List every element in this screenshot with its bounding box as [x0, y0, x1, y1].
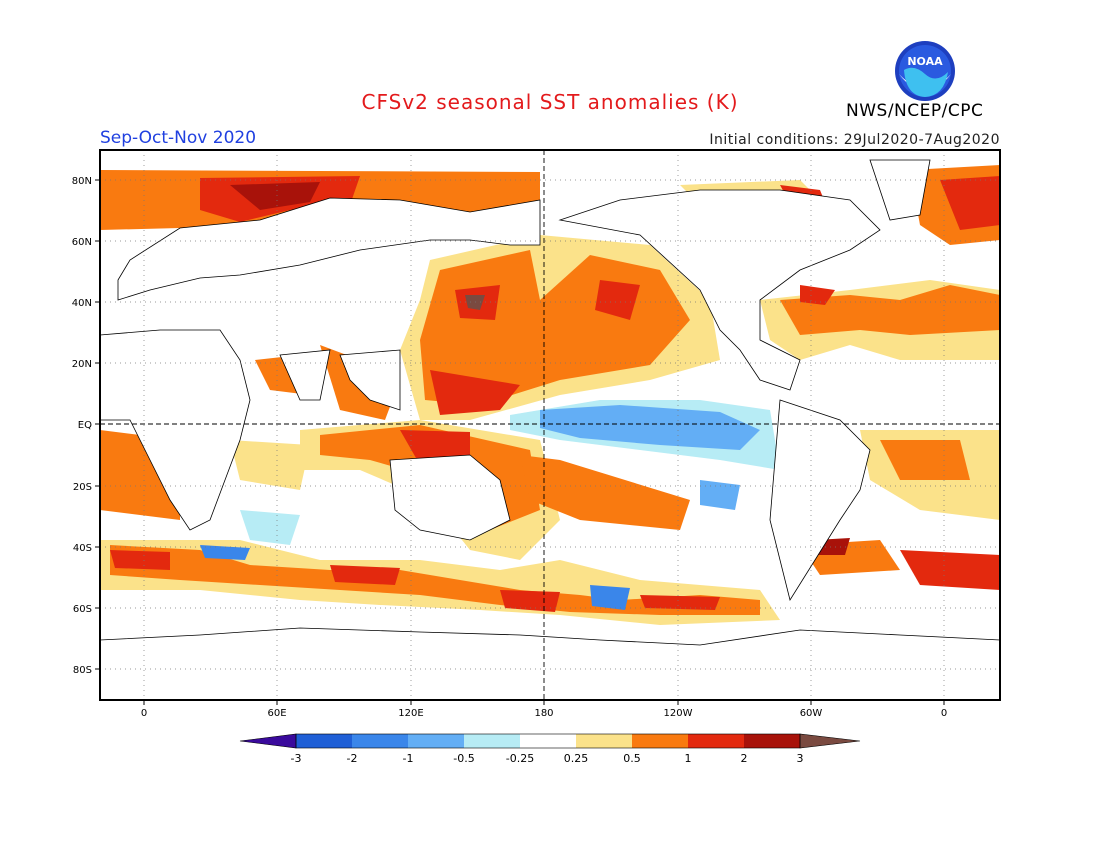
lon-label: 60W	[800, 708, 823, 719]
map-gridlines	[100, 150, 1000, 700]
colorbar	[239, 733, 861, 749]
colorbar-label: -3	[291, 752, 302, 765]
longitude-labels: 0 60E 120E 180 120W 60W 0	[141, 708, 947, 719]
lon-label: 120E	[398, 708, 423, 719]
equator-dateline	[100, 150, 1000, 700]
colorbar-label: 0.25	[564, 752, 589, 765]
colorbar-bin	[744, 734, 800, 748]
colorbar-high-arrow	[800, 734, 860, 748]
initial-conditions: Initial conditions: 29Jul2020-7Aug2020	[709, 132, 1000, 148]
lat-label: 60S	[73, 604, 92, 615]
colorbar-labels: -3 -2 -1 -0.5 -0.25 0.25 0.5 1 2 3	[291, 752, 804, 765]
lon-label: 0	[941, 708, 947, 719]
colorbar-label: 2	[741, 752, 748, 765]
axis-ticks	[95, 179, 945, 705]
season-label: Sep-Oct-Nov 2020	[100, 128, 257, 148]
lat-label: 20S	[73, 482, 92, 493]
colorbar-bin	[464, 734, 520, 748]
latitude-labels: 80N 60N 40N 20N EQ 20S 40S 60S 80S	[72, 176, 92, 676]
map-frame	[99, 149, 1001, 701]
lat-label: 20N	[72, 359, 92, 370]
anomaly-atlantic	[100, 280, 1000, 520]
colorbar-bin	[520, 734, 576, 748]
colorbar-low-arrow	[240, 734, 296, 748]
lon-label: 120W	[664, 708, 693, 719]
colorbar-bin	[688, 734, 744, 748]
colorbar-label: 0.5	[623, 752, 641, 765]
colorbar-bin	[352, 734, 408, 748]
lat-label: 80S	[73, 665, 92, 676]
lon-label: 180	[534, 708, 553, 719]
lat-label: 40S	[73, 543, 92, 554]
lat-label: EQ	[78, 420, 92, 431]
colorbar-label: -0.5	[453, 752, 474, 765]
colorbar-bin	[296, 734, 352, 748]
lat-label: 40N	[72, 298, 92, 309]
chart-title: CFSv2 seasonal SST anomalies (K)	[361, 90, 739, 114]
colorbar-bin	[576, 734, 632, 748]
colorbar-label: 3	[797, 752, 804, 765]
colorbar-label: -0.25	[506, 752, 534, 765]
noaa-logo: NOAA	[895, 41, 955, 101]
colorbar-label: -1	[403, 752, 414, 765]
lon-label: 0	[141, 708, 147, 719]
colorbar-bin	[408, 734, 464, 748]
anomaly-la-nina-cold	[510, 400, 780, 510]
anomaly-north-pacific-warm	[400, 235, 720, 420]
logo-text: NOAA	[907, 55, 943, 68]
anomaly-southern-ocean	[100, 510, 1000, 625]
organization-label: NWS/NCEP/CPC	[846, 101, 984, 121]
continents	[100, 159, 1000, 700]
lon-label: 60E	[267, 708, 286, 719]
colorbar-bin	[632, 734, 688, 748]
colorbar-label: 1	[685, 752, 692, 765]
colorbar-label: -2	[347, 752, 358, 765]
lat-label: 60N	[72, 237, 92, 248]
lat-label: 80N	[72, 176, 92, 187]
